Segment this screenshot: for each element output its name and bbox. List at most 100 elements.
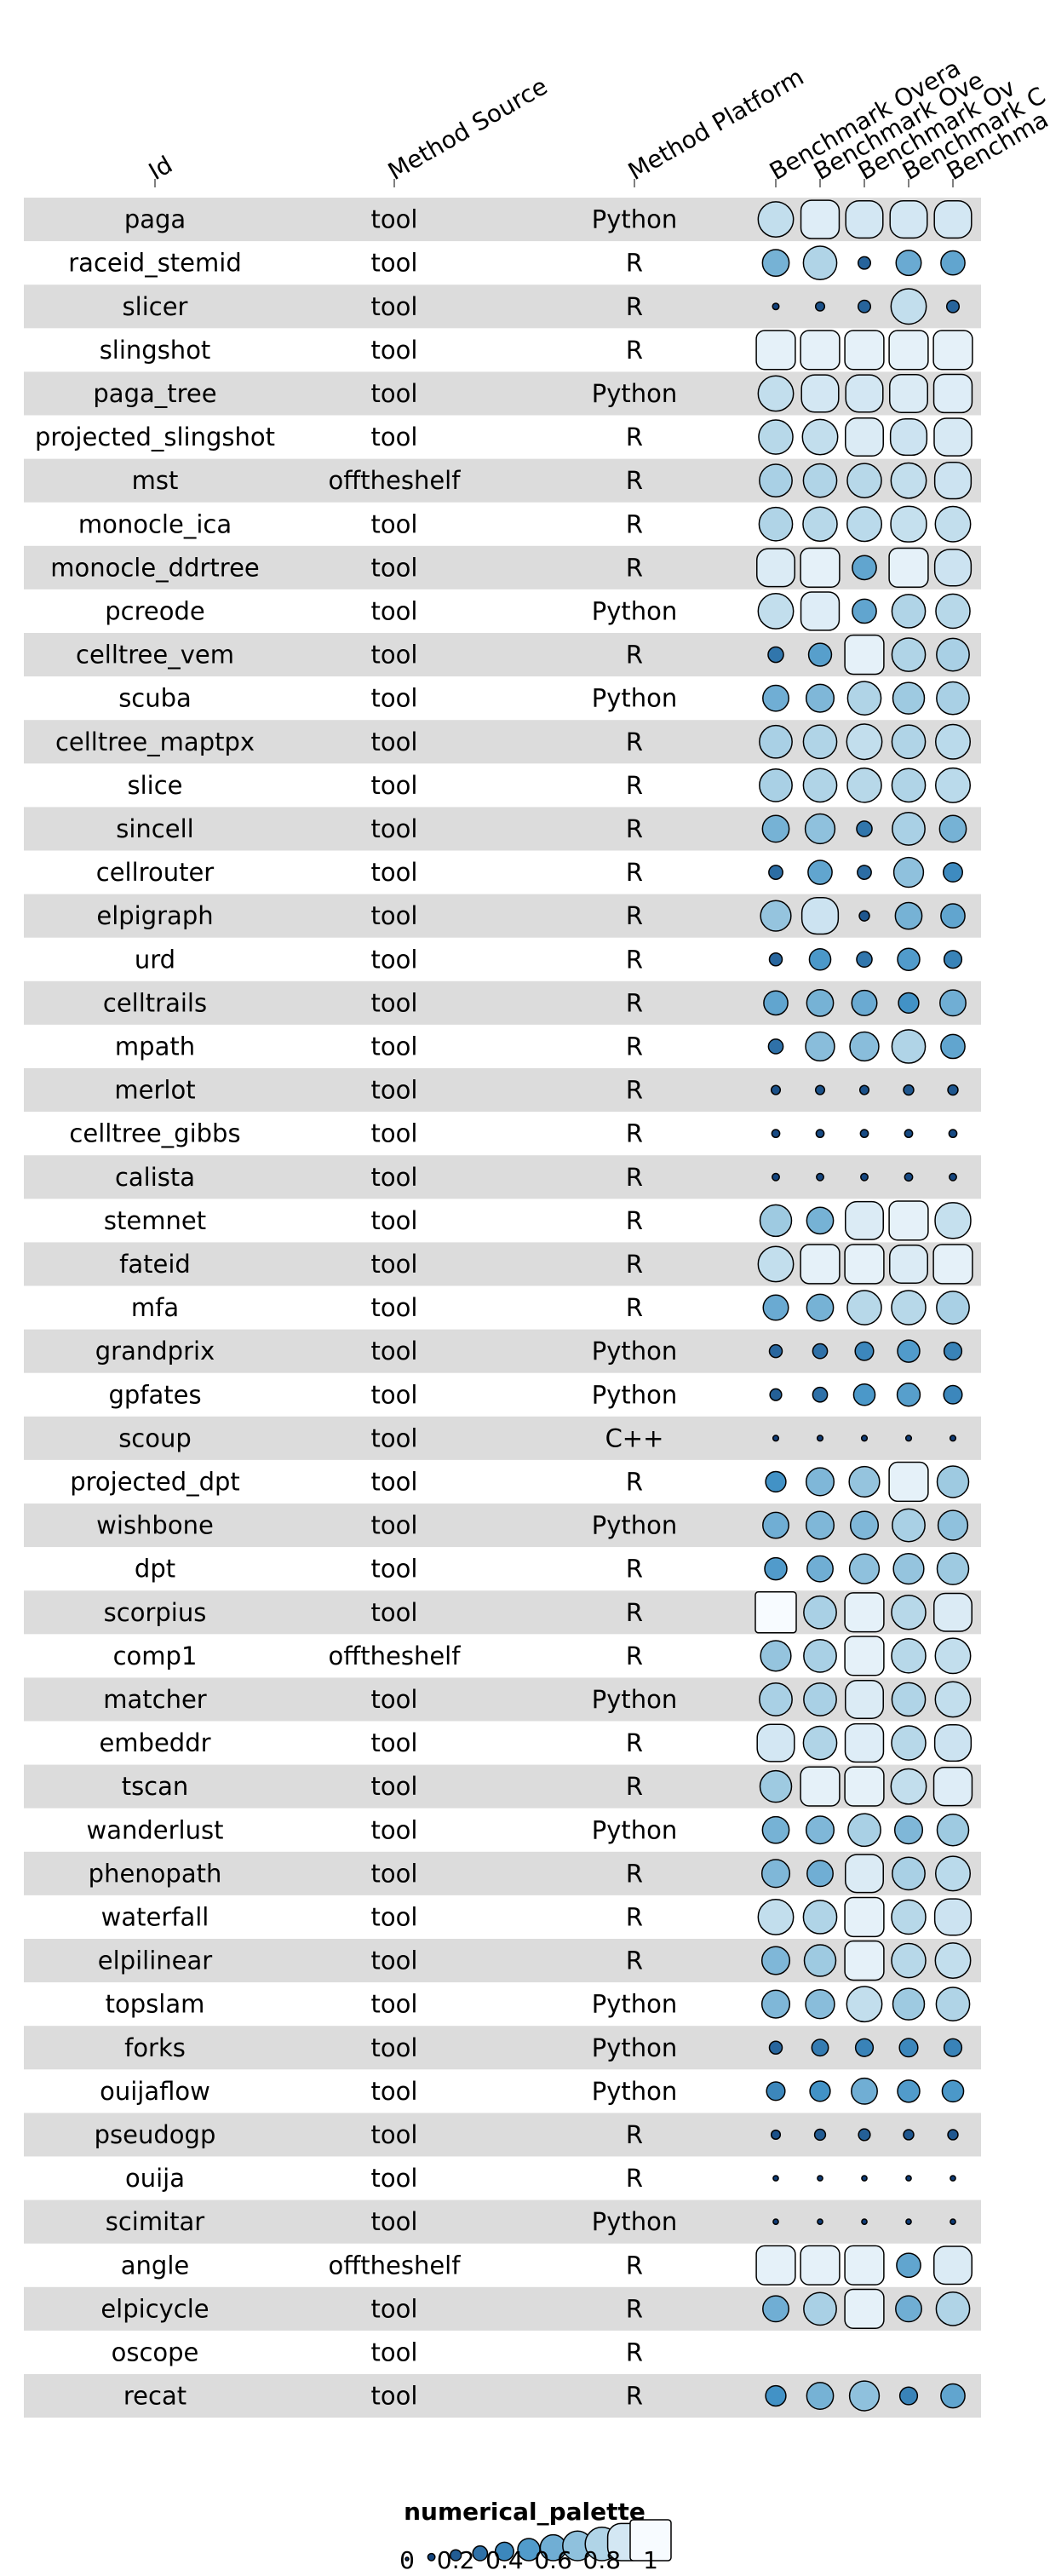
row-id-label: mpath (115, 1032, 195, 1061)
score-mark (941, 2079, 965, 2103)
row-method-source: offtheshelf (329, 2251, 462, 2280)
row-id-label: monocle_ica (78, 509, 232, 538)
score-mark (892, 681, 926, 715)
table-row: waterfall tool R (101, 1896, 973, 1938)
score-mark (851, 2077, 878, 2105)
table-row: celltree_vem tool R (76, 634, 970, 676)
table-row: embeddr tool R (99, 1722, 973, 1763)
legend: numerical_palette 0 0.2 0.4 0.6 0.8 1 (399, 2498, 672, 2574)
row-id-label: wishbone (96, 1511, 214, 1540)
score-mark (761, 814, 790, 843)
score-mark (764, 1556, 788, 1581)
score-mark (847, 1813, 881, 1848)
legend-tick-label: 0.6 (534, 2546, 572, 2574)
row-method-platform: Python (592, 684, 678, 713)
table-row: elpilinear tool R (98, 1940, 972, 1981)
score-mark (889, 200, 928, 239)
score-mark (760, 1946, 791, 1975)
score-mark (936, 1465, 970, 1498)
score-mark (895, 250, 922, 277)
score-mark (803, 1595, 837, 1630)
score-mark (903, 1084, 915, 1096)
score-mark (861, 2218, 868, 2226)
row-method-source: tool (371, 553, 418, 582)
row-method-source: tool (371, 596, 418, 625)
score-mark (932, 330, 973, 371)
score-mark (768, 952, 783, 967)
table-row: angle offtheshelf R (121, 2245, 973, 2286)
score-mark (757, 201, 795, 239)
score-mark (940, 2383, 966, 2409)
score-mark (809, 2080, 831, 2102)
score-mark (892, 1508, 926, 1543)
score-mark (933, 417, 973, 457)
score-mark (772, 1172, 780, 1182)
score-mark (802, 1900, 838, 1935)
score-mark (932, 373, 973, 414)
score-mark (940, 903, 966, 929)
score-mark (816, 1435, 824, 1442)
score-mark (888, 1200, 929, 1241)
score-mark (893, 1815, 924, 1845)
row-id-label: projected_slingshot (35, 423, 275, 451)
score-mark (936, 1291, 970, 1325)
score-mark (768, 2040, 783, 2055)
score-mark (845, 1200, 884, 1240)
score-mark (765, 2384, 787, 2407)
row-method-platform: R (626, 814, 643, 843)
score-mark (759, 463, 793, 498)
score-mark (800, 199, 841, 239)
score-mark (892, 812, 926, 846)
table-row: paga tool Python (124, 199, 973, 239)
score-mark (858, 2128, 871, 2142)
row-id-label: scorpius (104, 1598, 207, 1627)
table-row: wishbone tool Python (96, 1508, 969, 1543)
row-method-platform: R (626, 901, 643, 930)
table-row: paga_tree tool Python (93, 373, 973, 414)
score-mark (844, 1940, 885, 1981)
score-mark (892, 1856, 926, 1891)
score-mark (765, 1470, 787, 1493)
row-method-source: tool (371, 423, 418, 451)
row-method-platform: C++ (605, 1423, 664, 1452)
row-id-label: slice (127, 771, 182, 800)
row-method-platform: R (626, 1076, 643, 1105)
row-method-platform: Python (592, 2033, 678, 2062)
score-mark (848, 1465, 881, 1498)
score-mark (812, 1386, 829, 1403)
row-id-label: celltrails (103, 988, 207, 1017)
row-method-platform: R (626, 2337, 643, 2366)
score-mark (933, 1898, 973, 1936)
score-mark (762, 2295, 789, 2323)
row-method-source: tool (371, 945, 418, 974)
score-mark (898, 992, 920, 1014)
score-mark (848, 2380, 881, 2412)
score-mark (814, 1084, 826, 1095)
score-mark (755, 2245, 796, 2286)
row-method-platform: R (626, 858, 643, 887)
score-mark (943, 862, 963, 883)
row-method-source: tool (371, 2294, 418, 2323)
row-id-label: urd (135, 945, 175, 974)
score-mark (800, 547, 841, 589)
legend-tick-label: 0.8 (583, 2546, 622, 2574)
score-mark (858, 1084, 870, 1095)
score-mark (950, 2175, 956, 2182)
row-method-platform: R (626, 292, 643, 321)
row-method-platform: Python (592, 596, 678, 625)
row-id-label: dpt (135, 1555, 175, 1584)
legend-key (629, 2519, 672, 2562)
score-mark (803, 1682, 837, 1716)
score-mark (844, 2288, 885, 2329)
score-mark (937, 1509, 969, 1541)
score-mark (768, 865, 783, 880)
row-method-platform: R (626, 1772, 643, 1801)
score-mark (892, 1553, 925, 1585)
row-method-platform: R (626, 727, 643, 756)
score-mark (888, 547, 929, 589)
row-method-platform: R (626, 945, 643, 974)
score-mark (806, 1555, 834, 1583)
row-id-label: projected_dpt (70, 1467, 240, 1496)
score-mark (759, 1682, 793, 1716)
row-method-platform: R (626, 1728, 643, 1757)
